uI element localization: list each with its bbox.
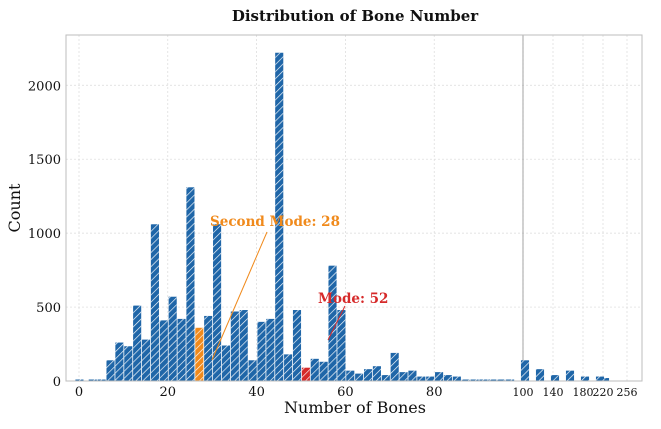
- bar-hatch: [488, 379, 497, 381]
- bar-hatch: [381, 375, 390, 381]
- bar-hatch: [159, 320, 168, 381]
- bar-hatch: [133, 305, 142, 381]
- x-ticks: 0 20 40 60 80 100 140 180 220 256: [75, 385, 638, 400]
- bar-hatch: [248, 360, 257, 381]
- bar-hatch: [337, 310, 346, 381]
- bar-hatch: [177, 318, 186, 381]
- bar-hatch: [88, 379, 97, 381]
- bar-hatch: [292, 310, 302, 381]
- second-mode-annotation: Second Mode: 28: [210, 214, 340, 230]
- chart-title: Distribution of Bone Number: [232, 7, 479, 25]
- x-tick-label: 140: [543, 386, 564, 399]
- bar-hatch: [399, 372, 408, 381]
- x-tick-label: 0: [75, 385, 83, 400]
- bar-hatch: [443, 375, 453, 381]
- bar-hatch: [506, 379, 515, 381]
- bar-hatch: [150, 224, 159, 381]
- bar-hatch: [97, 379, 106, 381]
- bar-hatch: [75, 379, 84, 381]
- x-tick-label: 60: [337, 385, 354, 400]
- bar-hatch: [106, 360, 115, 381]
- bar-hatch: [319, 361, 328, 381]
- bar-hatch: [479, 379, 488, 381]
- bar-hatch: [417, 376, 426, 381]
- bar-tail-hatch: [595, 376, 605, 381]
- grid: [66, 35, 642, 382]
- bar-hatch: [372, 366, 381, 381]
- bar-hatch: [275, 52, 284, 381]
- bar-hatch: [115, 342, 124, 381]
- bar-hatch: [346, 370, 355, 381]
- bar-tail-hatch: [600, 378, 610, 381]
- y-tick-label: 0: [53, 375, 61, 390]
- x-tick-label: 20: [160, 385, 177, 400]
- bar-hatch: [221, 345, 231, 381]
- bar-hatch: [426, 376, 435, 381]
- bar-hatch: [213, 224, 222, 381]
- mode-leader: [327, 305, 346, 341]
- x-axis-label: Number of Bones: [284, 398, 426, 417]
- y-tick-label: 1500: [28, 153, 61, 168]
- plot-frame: [65, 34, 643, 382]
- bar-hatch: [363, 369, 373, 381]
- bar-hatch: [230, 311, 239, 381]
- bar-hatch: [204, 315, 213, 381]
- annotations: Second Mode: 28 Mode: 52: [210, 214, 388, 361]
- bar-tail-hatch: [580, 376, 590, 381]
- bar-hatch: [390, 352, 399, 381]
- bar-hatch: [497, 379, 506, 381]
- bar-hatch: [408, 370, 417, 381]
- bar-tail-hatch: [550, 375, 560, 381]
- y-tick-label: 2000: [28, 79, 61, 94]
- mode-annotation: Mode: 52: [318, 291, 388, 307]
- bar-hatch: [257, 321, 266, 381]
- bar-hatch: [284, 354, 293, 381]
- bar-hatch: [435, 372, 444, 381]
- x-tick-label: 220: [593, 386, 614, 399]
- bar-hatch: [452, 376, 461, 381]
- x-tick-label: 180: [573, 386, 594, 399]
- bar-hatch: [124, 346, 133, 381]
- bar-hatch: [461, 379, 470, 381]
- bar-tail-hatch: [520, 360, 530, 381]
- bar-hatch: [355, 373, 364, 381]
- bar-tail-hatch: [535, 369, 545, 381]
- bar-hatch: [141, 339, 151, 381]
- bar-tail-hatch: [565, 370, 575, 381]
- bar-hatch: [310, 358, 319, 381]
- y-ticks: 0 500 1000 1500 2000: [28, 79, 61, 390]
- y-tick-label: 500: [36, 301, 61, 316]
- bar-hatch: [168, 296, 177, 381]
- x-tick-label: 80: [426, 385, 443, 400]
- bar-hatch: [470, 379, 479, 381]
- bar-second-mode-hatch: [195, 327, 204, 381]
- x-tick-label: 40: [248, 385, 265, 400]
- y-tick-label: 1000: [28, 227, 61, 242]
- bar-hatch: [266, 318, 275, 381]
- x-tick-label: 100: [513, 386, 534, 399]
- bar-hatch: [328, 265, 337, 381]
- bar-hatch: [186, 187, 195, 381]
- second-mode-leader: [211, 231, 268, 361]
- bars: [75, 52, 610, 381]
- y-axis-label: Count: [5, 183, 24, 232]
- x-tick-label: 256: [617, 386, 638, 399]
- bar-mode-hatch: [301, 367, 310, 381]
- bar-hatch: [239, 310, 248, 381]
